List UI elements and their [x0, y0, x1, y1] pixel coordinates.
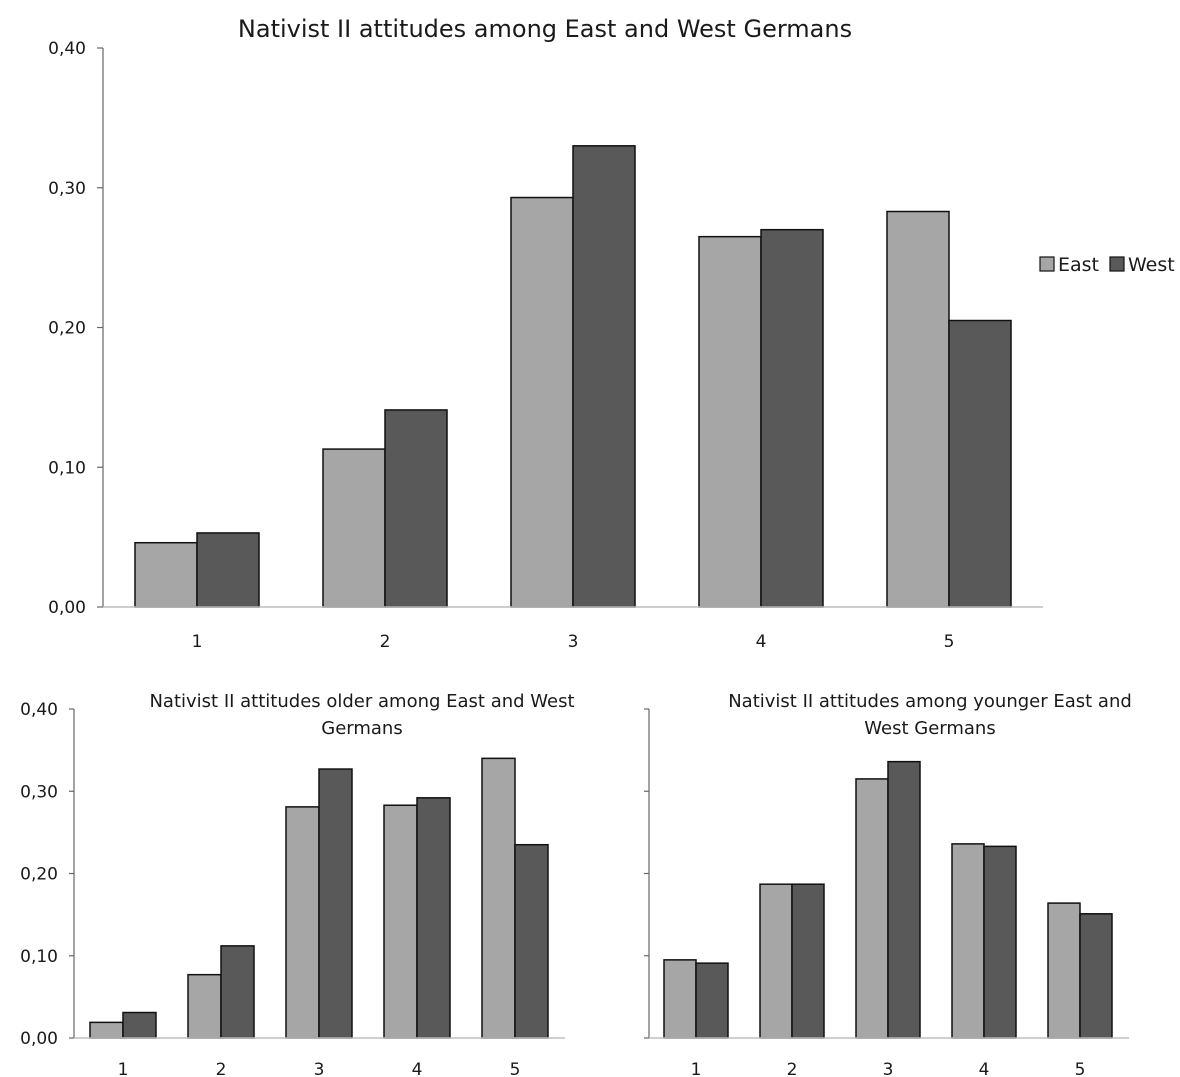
bar-west-2 — [791, 883, 825, 1039]
bar-west-5 — [948, 319, 1012, 608]
bar-west-3 — [572, 145, 636, 608]
bar-west-2 — [384, 409, 448, 608]
y-tick-label: 0,30 — [48, 179, 86, 199]
bar-west-4 — [983, 845, 1017, 1039]
chart-title-line: Nativist II attitudes older among East a… — [149, 691, 574, 712]
x-tick-label: 2 — [380, 632, 391, 652]
x-tick-label: 5 — [510, 1060, 521, 1077]
y-tick-label: 0,40 — [20, 700, 58, 720]
x-tick-label: 3 — [568, 632, 579, 652]
bar-east-1 — [663, 959, 697, 1039]
bar-west-5 — [1079, 913, 1113, 1039]
y-tick-label: 0,30 — [20, 782, 58, 802]
bar-west-3 — [887, 760, 921, 1039]
y-tick-label: 0,20 — [48, 319, 86, 339]
x-tick-label: 1 — [118, 1060, 129, 1077]
bar-east-4 — [383, 804, 418, 1039]
x-tick-label: 3 — [883, 1060, 894, 1077]
bar-east-1 — [134, 541, 198, 608]
bar-east-3 — [285, 806, 320, 1039]
chart-title-line: Nativist II attitudes among East and Wes… — [238, 15, 852, 43]
y-tick-label: 0,00 — [48, 598, 86, 618]
x-tick-label: 5 — [1075, 1060, 1086, 1077]
y-tick-label: 0,00 — [20, 1029, 58, 1049]
bar-east-4 — [698, 235, 762, 608]
x-tick-label: 3 — [314, 1060, 325, 1077]
chart-title: Nativist II attitudes older among East a… — [149, 691, 574, 739]
bar-west-1 — [695, 962, 729, 1039]
x-tick-label: 1 — [192, 632, 203, 652]
legend-label-east: East — [1058, 254, 1099, 276]
chart-2: Nativist II attitudes older among East a… — [20, 691, 574, 1077]
chart-1: Nativist II attitudes among East and Wes… — [48, 15, 1175, 652]
y-tick-label: 0,40 — [48, 39, 86, 59]
bar-east-5 — [886, 210, 950, 608]
legend: East West — [1039, 254, 1175, 276]
x-tick-label: 5 — [944, 632, 955, 652]
bar-west-3 — [318, 768, 353, 1039]
chart-title: Nativist II attitudes among younger East… — [728, 691, 1132, 739]
bar-west-1 — [122, 1011, 157, 1039]
bar-west-4 — [416, 797, 451, 1039]
chart-title-line: West Germans — [864, 718, 995, 739]
legend-label-west: West — [1128, 254, 1175, 276]
legend-swatch-west — [1109, 256, 1125, 272]
bar-east-2 — [322, 448, 386, 608]
chart-title-line: Nativist II attitudes among younger East… — [728, 691, 1132, 712]
y-tick-label: 0,10 — [20, 947, 58, 967]
bar-west-1 — [196, 532, 260, 608]
bar-east-2 — [759, 883, 793, 1039]
bar-east-5 — [481, 757, 516, 1039]
bar-east-4 — [951, 843, 985, 1039]
x-tick-label: 4 — [979, 1060, 990, 1077]
chart-title: Nativist II attitudes among East and Wes… — [238, 15, 852, 43]
chart-title-line: Germans — [321, 718, 402, 739]
bar-east-3 — [855, 778, 889, 1039]
x-tick-label: 1 — [691, 1060, 702, 1077]
bar-east-2 — [187, 973, 222, 1039]
bar-east-1 — [89, 1021, 124, 1039]
x-tick-label: 4 — [412, 1060, 423, 1077]
bar-west-4 — [760, 228, 824, 608]
x-tick-label: 2 — [216, 1060, 227, 1077]
x-tick-label: 2 — [787, 1060, 798, 1077]
bar-west-2 — [220, 945, 255, 1039]
x-tick-label: 4 — [756, 632, 767, 652]
y-tick-label: 0,10 — [48, 458, 86, 478]
y-tick-label: 0,20 — [20, 865, 58, 885]
legend-swatch-east — [1039, 256, 1055, 272]
bar-west-5 — [514, 843, 549, 1039]
bar-east-3 — [510, 196, 574, 608]
bar-east-5 — [1047, 902, 1081, 1039]
chart-3: Nativist II attitudes among younger East… — [644, 691, 1132, 1077]
